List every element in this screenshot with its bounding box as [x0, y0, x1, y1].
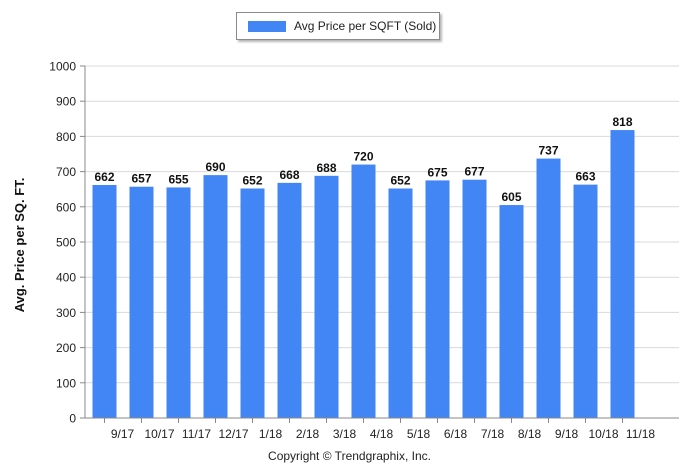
x-tick-label: 2/18: [296, 427, 320, 441]
bar: [536, 158, 561, 419]
data-label: 677: [464, 165, 484, 179]
y-tick-label: 100: [56, 376, 76, 390]
bar: [351, 164, 376, 418]
y-tick-label: 600: [56, 200, 76, 214]
data-label: 818: [612, 115, 632, 129]
x-tick-label: 11/18: [626, 427, 655, 441]
legend-swatch: [248, 20, 286, 32]
x-tick-label: 9/18: [555, 427, 579, 441]
y-tick-label: 300: [56, 306, 76, 320]
bar: [610, 130, 635, 418]
axes: 0 100 200 300 400 500 600 700 800 900 1000 9/17 10/1…: [49, 60, 679, 441]
data-label: 662: [94, 170, 114, 184]
y-tick-label: 0: [69, 412, 76, 426]
data-label: 657: [131, 172, 151, 186]
data-label: 663: [575, 170, 595, 184]
x-tick-label: 11/17: [182, 427, 211, 441]
copyright-text: Copyright © Trendgraphix, Inc.: [268, 449, 431, 463]
y-axis-label: Avg. Price per SQ. FT.: [12, 178, 27, 313]
bar: [203, 175, 228, 418]
y-tick-label: 700: [56, 165, 76, 179]
x-tick-label: 5/18: [407, 427, 431, 441]
y-tick-label: 800: [56, 130, 76, 144]
bar: [425, 180, 450, 418]
data-label: 720: [353, 150, 373, 164]
x-tick-label: 3/18: [333, 427, 357, 441]
data-label: 652: [242, 173, 262, 187]
x-tick-label: 12/17: [218, 427, 248, 441]
bars: 662 657 655 690 652 668 688 720 652 675 677 605 737 6…: [92, 115, 635, 419]
data-label: 675: [427, 165, 447, 179]
legend: Avg Price per SQFT (Sold): [236, 12, 440, 40]
bar: [129, 186, 154, 418]
data-label: 737: [538, 144, 558, 158]
x-tick-label: 7/18: [481, 427, 505, 441]
x-tick-label: 8/18: [518, 427, 542, 441]
data-label: 655: [168, 172, 188, 186]
y-tick-label: 500: [56, 236, 76, 250]
y-tick-label: 400: [56, 271, 76, 285]
bar: [166, 187, 191, 418]
bar: [277, 182, 302, 418]
y-tick-label: 200: [56, 341, 76, 355]
x-tick-label: 4/18: [370, 427, 394, 441]
data-label: 668: [279, 168, 299, 182]
y-tick-label: 1000: [49, 60, 76, 74]
y-tick-label: 900: [56, 95, 76, 109]
x-tick-label: 10/18: [588, 427, 618, 441]
bar: [462, 179, 487, 418]
x-tick-label: 10/17: [144, 427, 174, 441]
data-label: 605: [501, 190, 521, 204]
data-label: 652: [390, 173, 410, 187]
bar: [388, 188, 413, 418]
data-label: 690: [205, 160, 225, 174]
bar: [92, 184, 117, 418]
bar: [573, 184, 598, 418]
bar: [499, 205, 524, 418]
x-tick-label: 1/18: [259, 427, 283, 441]
bar: [240, 188, 265, 418]
data-label: 688: [316, 161, 336, 175]
bar: [314, 175, 339, 418]
legend-label: Avg Price per SQFT (Sold): [294, 19, 437, 33]
x-tick-label: 9/17: [111, 427, 135, 441]
x-tick-label: 6/18: [444, 427, 468, 441]
